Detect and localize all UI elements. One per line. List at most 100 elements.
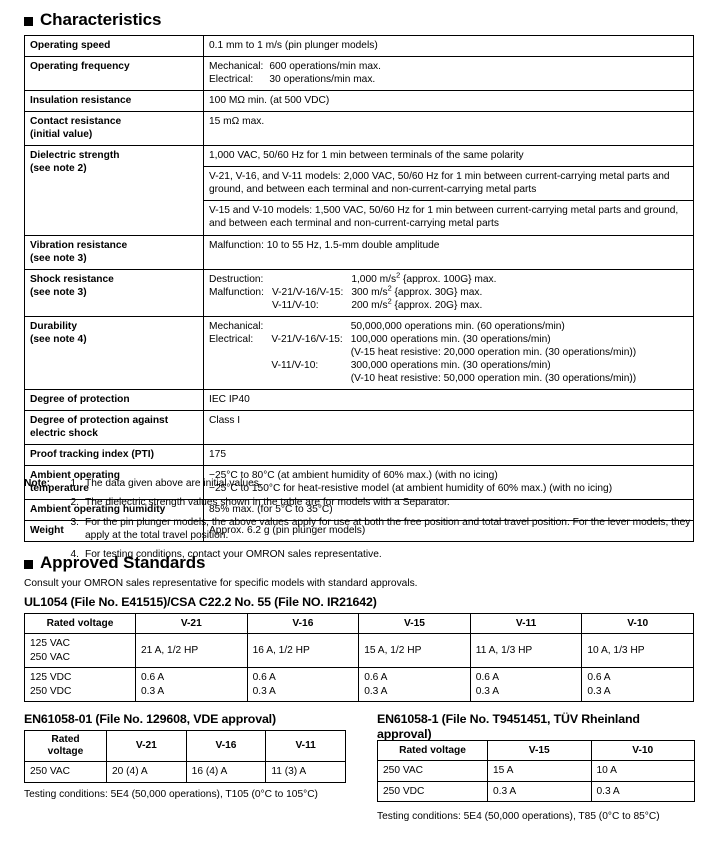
cell-v10-dc: 0.3 A — [590, 780, 695, 802]
table-row: 125 VAC 250 VAC 21 A, 1/2 HP 16 A, 1/2 H… — [24, 633, 694, 669]
row-label-line2: (see note 3) — [30, 286, 87, 298]
operating-frequency-mech-value: 600 operations/min max. — [269, 61, 381, 73]
en61058-1-table: Rated voltage V-15 V-10 250 VAC 15 A 10 … — [377, 739, 695, 802]
table-row: Degree of protection against electric sh… — [24, 410, 694, 446]
cell-v10-ac: 10 A, 1/3 HP — [581, 633, 694, 669]
column-header-v10: V-10 — [590, 739, 695, 762]
cell-v11-dc-250: 0.3 A — [475, 685, 500, 697]
page-title-approved-standards: Approved Standards — [24, 553, 206, 573]
table-row: Contact resistance (initial value) 15 mΩ… — [24, 111, 694, 147]
row-value: 0.1 mm to 1 m/s (pin plunger models) — [203, 34, 694, 58]
cell-v16-dc: 0.6 A 0.3 A — [246, 667, 360, 703]
durability-mech-model — [271, 320, 350, 333]
voltage-dc-125: 125 VDC — [30, 672, 72, 684]
row-value: 1,000 VAC, 50/60 Hz for 1 min between te… — [203, 145, 694, 168]
row-label: Degree of protection against electric sh… — [24, 410, 204, 446]
row-label: Ambient operating temperature — [24, 465, 204, 501]
durability-elec-model-3: V-11/V-10: — [271, 359, 319, 371]
table-row: Weight Approx. 6.2 g (pin plunger models… — [24, 520, 694, 543]
row-label: Shock resistance (see note 3) — [24, 268, 204, 317]
table-row: Operating speed 0.1 mm to 1 m/s (pin plu… — [24, 34, 694, 58]
durability-elec-value-1: 100,000 operations min. (30 operations/m… — [350, 333, 551, 345]
cell-v21-dc-250: 0.3 A — [141, 685, 165, 697]
durability-elec-model-2 — [271, 346, 350, 359]
shock-malfunction-value-1: 300 m/s2 {approx. 30G} max. — [351, 283, 483, 298]
row-label-250vac: 250 VAC — [24, 761, 107, 783]
note-label: Note: — [24, 478, 51, 489]
durability-mech-value: 50,000,000 operations min. (60 operation… — [350, 320, 565, 332]
approved-standards-heading-text: Approved Standards — [40, 553, 206, 572]
row-label: Contact resistance (initial value) — [24, 111, 204, 147]
note-number: 3. — [70, 516, 80, 528]
row-value: 100 MΩ min. (at 500 VDC) — [203, 90, 694, 113]
shock-malfunction-key: Malfunction: — [209, 286, 264, 298]
table-row: Proof tracking index (PTI) 175 — [24, 444, 694, 467]
en61058-01-table: Rated voltage V-21 V-16 V-11 250 VAC 20 … — [24, 729, 346, 783]
row-label-line2: (see note 4) — [30, 333, 87, 345]
shock-destruction-model — [272, 273, 351, 286]
cell-v15-dc-250: 0.3 A — [364, 685, 388, 697]
row-value: Mechanical: 600 operations/min max. Elec… — [203, 56, 694, 92]
table-header-row: Rated voltage V-15 V-10 — [377, 739, 695, 762]
shock-spacer — [209, 299, 272, 312]
row-label-line1: Degree of protection against — [30, 415, 169, 427]
cell-v10-ac: 10 A — [590, 760, 695, 782]
row-label-250vac: 250 VAC — [377, 760, 488, 782]
cell-v11: 11 (3) A — [265, 761, 346, 783]
column-header-v11: V-11 — [469, 612, 583, 635]
row-label-line1: Dielectric strength — [30, 150, 120, 162]
cell-v10-dc-125: 0.6 A — [587, 672, 611, 684]
table-row: Vibration resistance (see note 3) Malfun… — [24, 234, 694, 270]
row-label: Vibration resistance (see note 3) — [24, 234, 204, 270]
en61058-1-title: EN61058-1 (File No. T9451451, TÜV Rheinl… — [377, 712, 695, 741]
cell-v21-ac: 21 A, 1/2 HP — [135, 633, 248, 669]
shock-malfunction-model-2: V-11/V-10: — [271, 299, 319, 311]
note-text: The dielectric strength values shown in … — [85, 497, 450, 509]
row-label-ac: 125 VAC 250 VAC — [24, 633, 136, 669]
durability-elec-value-4: (V-10 heat resistive: 50,000 operation m… — [350, 372, 637, 384]
cell-v11-dc: 0.6 A 0.3 A — [469, 667, 583, 703]
ul1054-title: UL1054 (File No. E41515)/CSA C22.2 No. 5… — [24, 595, 377, 609]
cell-v16-ac: 16 A, 1/2 HP — [246, 633, 360, 669]
cell-v16-dc-250: 0.3 A — [252, 685, 276, 697]
column-header-v10: V-10 — [581, 612, 694, 635]
en61058-1-title-line1: EN61058-1 (File No. T9451451, TÜV Rheinl… — [377, 712, 640, 726]
row-label-line1: Vibration resistance — [30, 239, 128, 251]
column-header-v21: V-21 — [135, 612, 248, 635]
cell-v21-dc: 0.6 A 0.3 A — [135, 667, 248, 703]
shock-malfunction-model-1: V-21/V-16/V-15: — [271, 286, 344, 298]
durability-elec-model-1: V-21/V-16/V-15: — [271, 333, 343, 345]
note-item: 3. For the pin plunger models, the above… — [24, 516, 700, 543]
page-title-characteristics: Characteristics — [24, 10, 161, 30]
row-label-line2: (see note 2) — [30, 163, 87, 175]
row-value: 15 mΩ max. — [203, 111, 694, 147]
note-number: 2. — [70, 497, 80, 509]
en61058-1-testing-conditions: Testing conditions: 5E4 (50,000 operatio… — [377, 811, 660, 822]
rated-voltage-line1: Rated — [51, 734, 80, 745]
row-label: Operating speed — [24, 34, 204, 58]
row-label-line2: (initial value) — [30, 129, 93, 141]
column-header-v15: V-15 — [487, 739, 592, 762]
table-header-row: Rated voltage V-21 V-16 V-15 V-11 V-10 — [24, 612, 694, 635]
row-label: Insulation resistance — [24, 90, 204, 113]
row-value: Mechanical: 50,000,000 operations min. (… — [203, 315, 694, 390]
row-value: Destruction: 1,000 m/s2 {approx. 100G} m… — [203, 268, 694, 317]
cell-v10-dc-250: 0.3 A — [587, 685, 611, 697]
note-item: Note: 1. The data given above are initia… — [24, 477, 700, 490]
durability-spacer-2 — [209, 359, 271, 372]
cell-v15-dc: 0.6 A 0.3 A — [358, 667, 471, 703]
column-header-v11: V-11 — [265, 729, 346, 763]
en61058-1-title-line2: approval) — [377, 726, 432, 741]
shock-destruction-value: 1,000 m/s2 {approx. 100G} max. — [351, 270, 497, 285]
row-value: Approx. 6.2 g (pin plunger models) — [203, 520, 694, 543]
column-header-v16: V-16 — [185, 729, 267, 763]
note-text: The data given above are initial values. — [85, 478, 262, 489]
voltage-ac-250: 250 VAC — [30, 651, 71, 663]
cell-v11-ac: 11 A, 1/3 HP — [469, 633, 583, 669]
ambient-temp-line1: −25°C to 80°C (at ambient humidity of 60… — [209, 470, 498, 482]
shock-destruction-key: Destruction: — [209, 273, 264, 285]
durability-spacer-3 — [209, 372, 271, 385]
table-row: Durability (see note 4) Mechanical: 50,0… — [24, 315, 694, 390]
table-row: V-21, V-16, and V-11 models: 2,000 VAC, … — [25, 166, 694, 202]
row-label-line1: Durability — [30, 320, 77, 332]
